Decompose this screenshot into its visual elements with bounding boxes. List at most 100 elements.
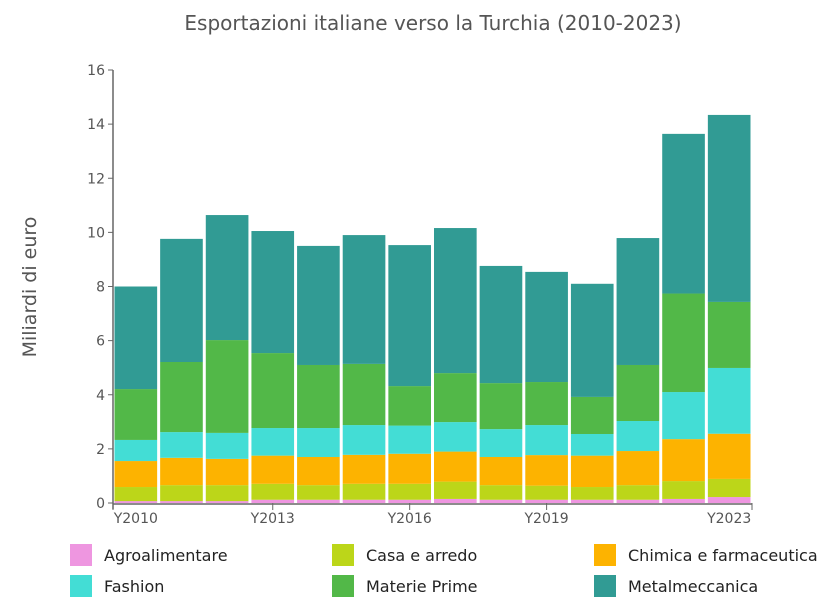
bar-segment-agroalimentare-Y2017	[434, 498, 477, 503]
legend-item-chimica-e-farmaceutica[interactable]: Chimica e farmaceutica	[594, 544, 818, 566]
bar-segment-casa-e-arredo-Y2013	[251, 483, 295, 500]
bar-segment-agroalimentare-Y2022	[662, 498, 705, 503]
legend-swatch	[70, 544, 92, 566]
bar-segment-agroalimentare-Y2021	[616, 499, 660, 503]
bar-segment-materie-prime-Y2018	[479, 383, 523, 430]
bar-segment-chimica-e-farmaceutica-Y2020	[570, 455, 614, 488]
legend-item-metalmeccanica[interactable]: Metalmeccanica	[594, 575, 758, 597]
bar-segment-fashion-Y2018	[479, 429, 523, 457]
x-tick-label: Y2013	[250, 511, 295, 527]
legend-item-fashion[interactable]: Fashion	[70, 575, 164, 597]
bar-segment-chimica-e-farmaceutica-Y2021	[616, 451, 660, 486]
bar-segment-fashion-Y2017	[434, 422, 477, 452]
legend-swatch	[594, 544, 616, 566]
bar-segment-agroalimentare-Y2016	[388, 499, 431, 503]
bar-segment-agroalimentare-Y2023	[707, 497, 751, 503]
bar-segment-chimica-e-farmaceutica-Y2017	[434, 451, 477, 482]
x-tick-label: Y2019	[524, 511, 569, 527]
legend-swatch	[332, 575, 354, 597]
bar-segment-casa-e-arredo-Y2021	[616, 485, 660, 500]
bar-segment-casa-e-arredo-Y2010	[114, 487, 158, 502]
bar-segment-fashion-Y2010	[114, 439, 158, 462]
legend-label: Metalmeccanica	[628, 576, 759, 596]
y-tick-label: 6	[96, 334, 105, 350]
y-tick-label: 4	[96, 388, 105, 404]
bar-segment-fashion-Y2019	[525, 425, 568, 456]
bar-segment-fashion-Y2012	[205, 432, 249, 459]
x-tick-label: Y2016	[387, 511, 432, 527]
bar-segment-fashion-Y2020	[570, 433, 614, 456]
bar-segment-metalmeccanica-Y2021	[616, 238, 660, 365]
bar-segment-agroalimentare-Y2019	[525, 499, 568, 503]
y-tick-label: 16	[87, 63, 105, 79]
y-tick-label: 14	[87, 117, 105, 133]
bar-segment-casa-e-arredo-Y2023	[707, 478, 751, 498]
legend-label: Fashion	[104, 576, 165, 596]
legend-item-materie-prime[interactable]: Materie Prime	[332, 575, 478, 597]
bar-segment-fashion-Y2013	[251, 428, 295, 456]
bar-segment-chimica-e-farmaceutica-Y2015	[342, 454, 386, 484]
bar-segment-metalmeccanica-Y2011	[160, 238, 203, 363]
bar-segment-agroalimentare-Y2015	[342, 499, 386, 503]
y-tick-label: 2	[96, 442, 105, 458]
legend-swatch	[70, 575, 92, 597]
legend-swatch	[332, 544, 354, 566]
bar-segment-metalmeccanica-Y2016	[388, 245, 431, 387]
legend-label: Agroalimentare	[104, 545, 228, 565]
bar-segment-agroalimentare-Y2011	[160, 501, 203, 503]
bar-segment-materie-prime-Y2022	[662, 293, 705, 393]
x-tick-label: Y2023	[706, 511, 751, 527]
bar-segment-fashion-Y2016	[388, 425, 431, 454]
bar-segment-metalmeccanica-Y2022	[662, 133, 705, 294]
bar-segment-fashion-Y2023	[707, 367, 751, 434]
bar-segment-casa-e-arredo-Y2018	[479, 485, 523, 500]
bar-segment-materie-prime-Y2013	[251, 353, 295, 429]
bar-segment-casa-e-arredo-Y2014	[297, 485, 340, 500]
bar-segment-materie-prime-Y2011	[160, 362, 203, 433]
bar-segment-metalmeccanica-Y2010	[114, 286, 158, 390]
bar-segment-metalmeccanica-Y2015	[342, 235, 386, 364]
bar-segment-metalmeccanica-Y2014	[297, 245, 340, 365]
bar-segment-materie-prime-Y2016	[388, 386, 431, 426]
bar-segment-metalmeccanica-Y2017	[434, 228, 477, 374]
bar-segment-fashion-Y2022	[662, 392, 705, 440]
bar-segment-agroalimentare-Y2010	[114, 501, 158, 503]
legend-label: Chimica e farmaceutica	[628, 545, 818, 565]
bar-segment-fashion-Y2011	[160, 432, 203, 458]
bar-segment-agroalimentare-Y2020	[570, 499, 614, 503]
x-tick-label: Y2010	[113, 511, 158, 527]
bar-segment-materie-prime-Y2012	[205, 340, 249, 433]
bar-segment-casa-e-arredo-Y2017	[434, 481, 477, 499]
bar-segment-materie-prime-Y2015	[342, 363, 386, 426]
bar-segment-agroalimentare-Y2013	[251, 499, 295, 503]
bar-segment-casa-e-arredo-Y2016	[388, 483, 431, 500]
bar-segment-chimica-e-farmaceutica-Y2019	[525, 455, 568, 486]
bar-segment-fashion-Y2021	[616, 421, 660, 452]
bar-segment-chimica-e-farmaceutica-Y2023	[707, 433, 751, 479]
bar-segment-casa-e-arredo-Y2011	[160, 485, 203, 502]
legend-label: Casa e arredo	[366, 545, 478, 565]
bar-segment-chimica-e-farmaceutica-Y2016	[388, 453, 431, 484]
bar-segment-materie-prime-Y2017	[434, 373, 477, 423]
bar-segment-fashion-Y2015	[342, 425, 386, 455]
y-tick-label: 0	[96, 496, 105, 512]
bar-segment-metalmeccanica-Y2012	[205, 215, 249, 341]
bar-segment-chimica-e-farmaceutica-Y2012	[205, 458, 249, 486]
legend-item-agroalimentare[interactable]: Agroalimentare	[70, 544, 228, 566]
bar-segment-metalmeccanica-Y2023	[707, 114, 751, 302]
legend-label: Materie Prime	[366, 576, 478, 596]
bar-segment-materie-prime-Y2010	[114, 389, 158, 440]
bar-segment-chimica-e-farmaceutica-Y2022	[662, 439, 705, 482]
bar-segment-chimica-e-farmaceutica-Y2018	[479, 456, 523, 486]
legend-item-casa-e-arredo[interactable]: Casa e arredo	[332, 544, 477, 566]
y-tick-label: 12	[87, 171, 105, 187]
bar-segment-chimica-e-farmaceutica-Y2010	[114, 461, 158, 488]
bar-segment-agroalimentare-Y2012	[205, 501, 249, 503]
y-tick-label: 8	[96, 280, 105, 296]
chart-title: Esportazioni italiane verso la Turchia (…	[184, 11, 681, 35]
legend-swatch	[594, 575, 616, 597]
bar-segment-materie-prime-Y2021	[616, 364, 660, 422]
bar-segment-metalmeccanica-Y2018	[479, 265, 523, 384]
bar-segment-casa-e-arredo-Y2020	[570, 487, 614, 500]
bar-segment-metalmeccanica-Y2019	[525, 271, 568, 383]
